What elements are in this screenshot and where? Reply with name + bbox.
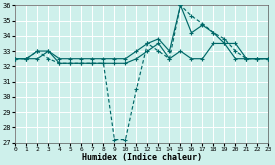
X-axis label: Humidex (Indice chaleur): Humidex (Indice chaleur) — [82, 153, 202, 162]
